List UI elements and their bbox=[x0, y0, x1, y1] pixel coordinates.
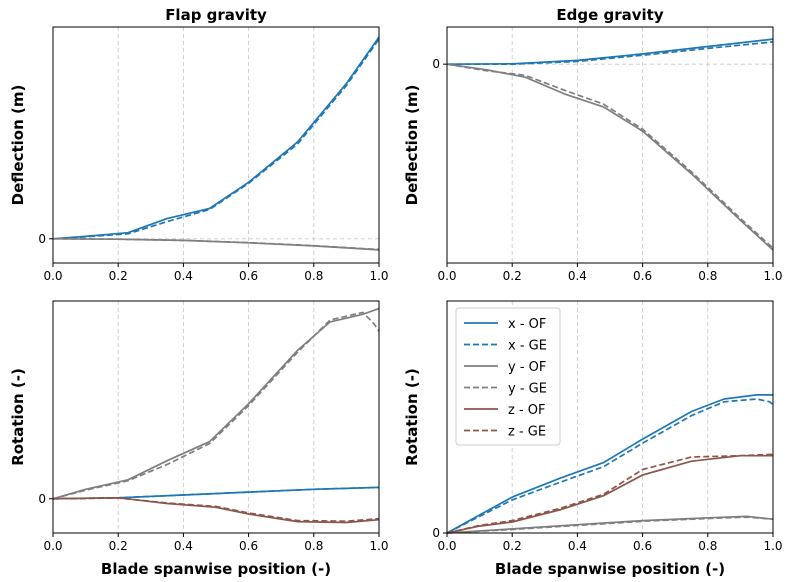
y-axis-label: Deflection (m) bbox=[403, 85, 421, 206]
y-tick-label: 0 bbox=[38, 232, 46, 246]
y-tick-label: 0 bbox=[432, 57, 440, 71]
x-axis-label: Blade spanwise position (-) bbox=[495, 560, 725, 578]
legend-label: x - OF bbox=[508, 317, 546, 332]
axes-frame bbox=[446, 300, 774, 534]
legend-label: z - GE bbox=[508, 425, 546, 440]
series-line-z-ge bbox=[52, 497, 380, 523]
series-line-y-of bbox=[52, 237, 380, 251]
x-tick-label: 0.0 bbox=[437, 539, 456, 553]
x-tick-label: 1.0 bbox=[369, 269, 388, 283]
x-tick-label: 0.0 bbox=[43, 539, 62, 553]
x-tick-label: 0.6 bbox=[633, 269, 652, 283]
x-tick-label: 0.8 bbox=[304, 539, 323, 553]
x-tick-label: 0.2 bbox=[503, 539, 522, 553]
series-line-y-ge bbox=[52, 237, 380, 251]
series-line-z-ge bbox=[446, 453, 774, 534]
x-tick-label: 0.0 bbox=[437, 269, 456, 283]
subplot-1: 0.0 0.2 0.4 0.6 0.8 1.0 0 Flap gravity Deflectio… bbox=[9, 6, 389, 283]
x-tick-label: 1.0 bbox=[369, 539, 388, 553]
panel-title: Flap gravity bbox=[165, 6, 267, 24]
y-axis-label: Deflection (m) bbox=[9, 85, 27, 206]
series-line-x-ge bbox=[52, 38, 380, 240]
y-tick-label: 0 bbox=[38, 492, 46, 506]
legend-label: y - GE bbox=[508, 382, 547, 397]
subplot-4: 0.0 0.2 0.4 0.6 0.8 1.0 0 Rotation (-) Blade spa… bbox=[403, 300, 783, 578]
series-line-y-of bbox=[446, 63, 774, 251]
series-line-y-ge bbox=[446, 516, 774, 534]
x-tick-label: 0.6 bbox=[239, 269, 258, 283]
x-tick-label: 0.2 bbox=[503, 269, 522, 283]
y-axis-label: Rotation (-) bbox=[9, 368, 27, 466]
x-tick-label: 0.6 bbox=[633, 539, 652, 553]
x-tick-label: 0.2 bbox=[109, 269, 128, 283]
legend-box bbox=[455, 307, 561, 446]
series-line-x-ge bbox=[446, 398, 774, 534]
series-line-z-of bbox=[446, 454, 773, 534]
legend-label: z - OF bbox=[508, 403, 546, 418]
series-line-x-of bbox=[52, 36, 380, 240]
series-line-z-of bbox=[52, 496, 380, 524]
series-line-x-of bbox=[446, 38, 774, 66]
axes-frame bbox=[446, 26, 774, 264]
x-tick-label: 1.0 bbox=[763, 539, 782, 553]
x-tick-label: 1.0 bbox=[763, 269, 782, 283]
x-tick-label: 0.8 bbox=[304, 269, 323, 283]
y-axis-label: Rotation (-) bbox=[403, 368, 421, 466]
legend: x - OF x - GE y - OF y - GE z - OF z - GE bbox=[455, 307, 561, 446]
subplot-2: 0.0 0.2 0.4 0.6 0.8 1.0 0 Edge gravity Deflectio… bbox=[403, 6, 783, 283]
x-tick-label: 0.6 bbox=[239, 539, 258, 553]
subplot-3: 0.0 0.2 0.4 0.6 0.8 1.0 0 Rotation (-) Blade spa… bbox=[9, 300, 389, 578]
legend-label: y - OF bbox=[508, 360, 546, 375]
series-line-x-ge bbox=[447, 41, 774, 66]
series-line-y-of bbox=[52, 307, 380, 500]
x-tick-label: 0.4 bbox=[568, 539, 587, 553]
x-axis-label: Blade spanwise position (-) bbox=[101, 560, 331, 578]
axes-frame bbox=[52, 26, 380, 264]
x-tick-label: 0.4 bbox=[568, 269, 587, 283]
series-line-y-ge bbox=[52, 311, 380, 500]
x-tick-label: 0.4 bbox=[174, 539, 193, 553]
x-tick-label: 0.8 bbox=[698, 539, 717, 553]
axes-frame bbox=[52, 300, 380, 534]
series-line-x-of bbox=[446, 394, 773, 534]
panel-title: Edge gravity bbox=[556, 6, 663, 24]
y-tick-label: 0 bbox=[432, 526, 440, 540]
legend-label: x - GE bbox=[508, 339, 547, 354]
series-line-y-ge bbox=[446, 63, 774, 249]
x-tick-label: 0.4 bbox=[174, 269, 193, 283]
x-tick-label: 0.8 bbox=[698, 269, 717, 283]
x-tick-label: 0.2 bbox=[109, 539, 128, 553]
x-tick-label: 0.0 bbox=[43, 269, 62, 283]
